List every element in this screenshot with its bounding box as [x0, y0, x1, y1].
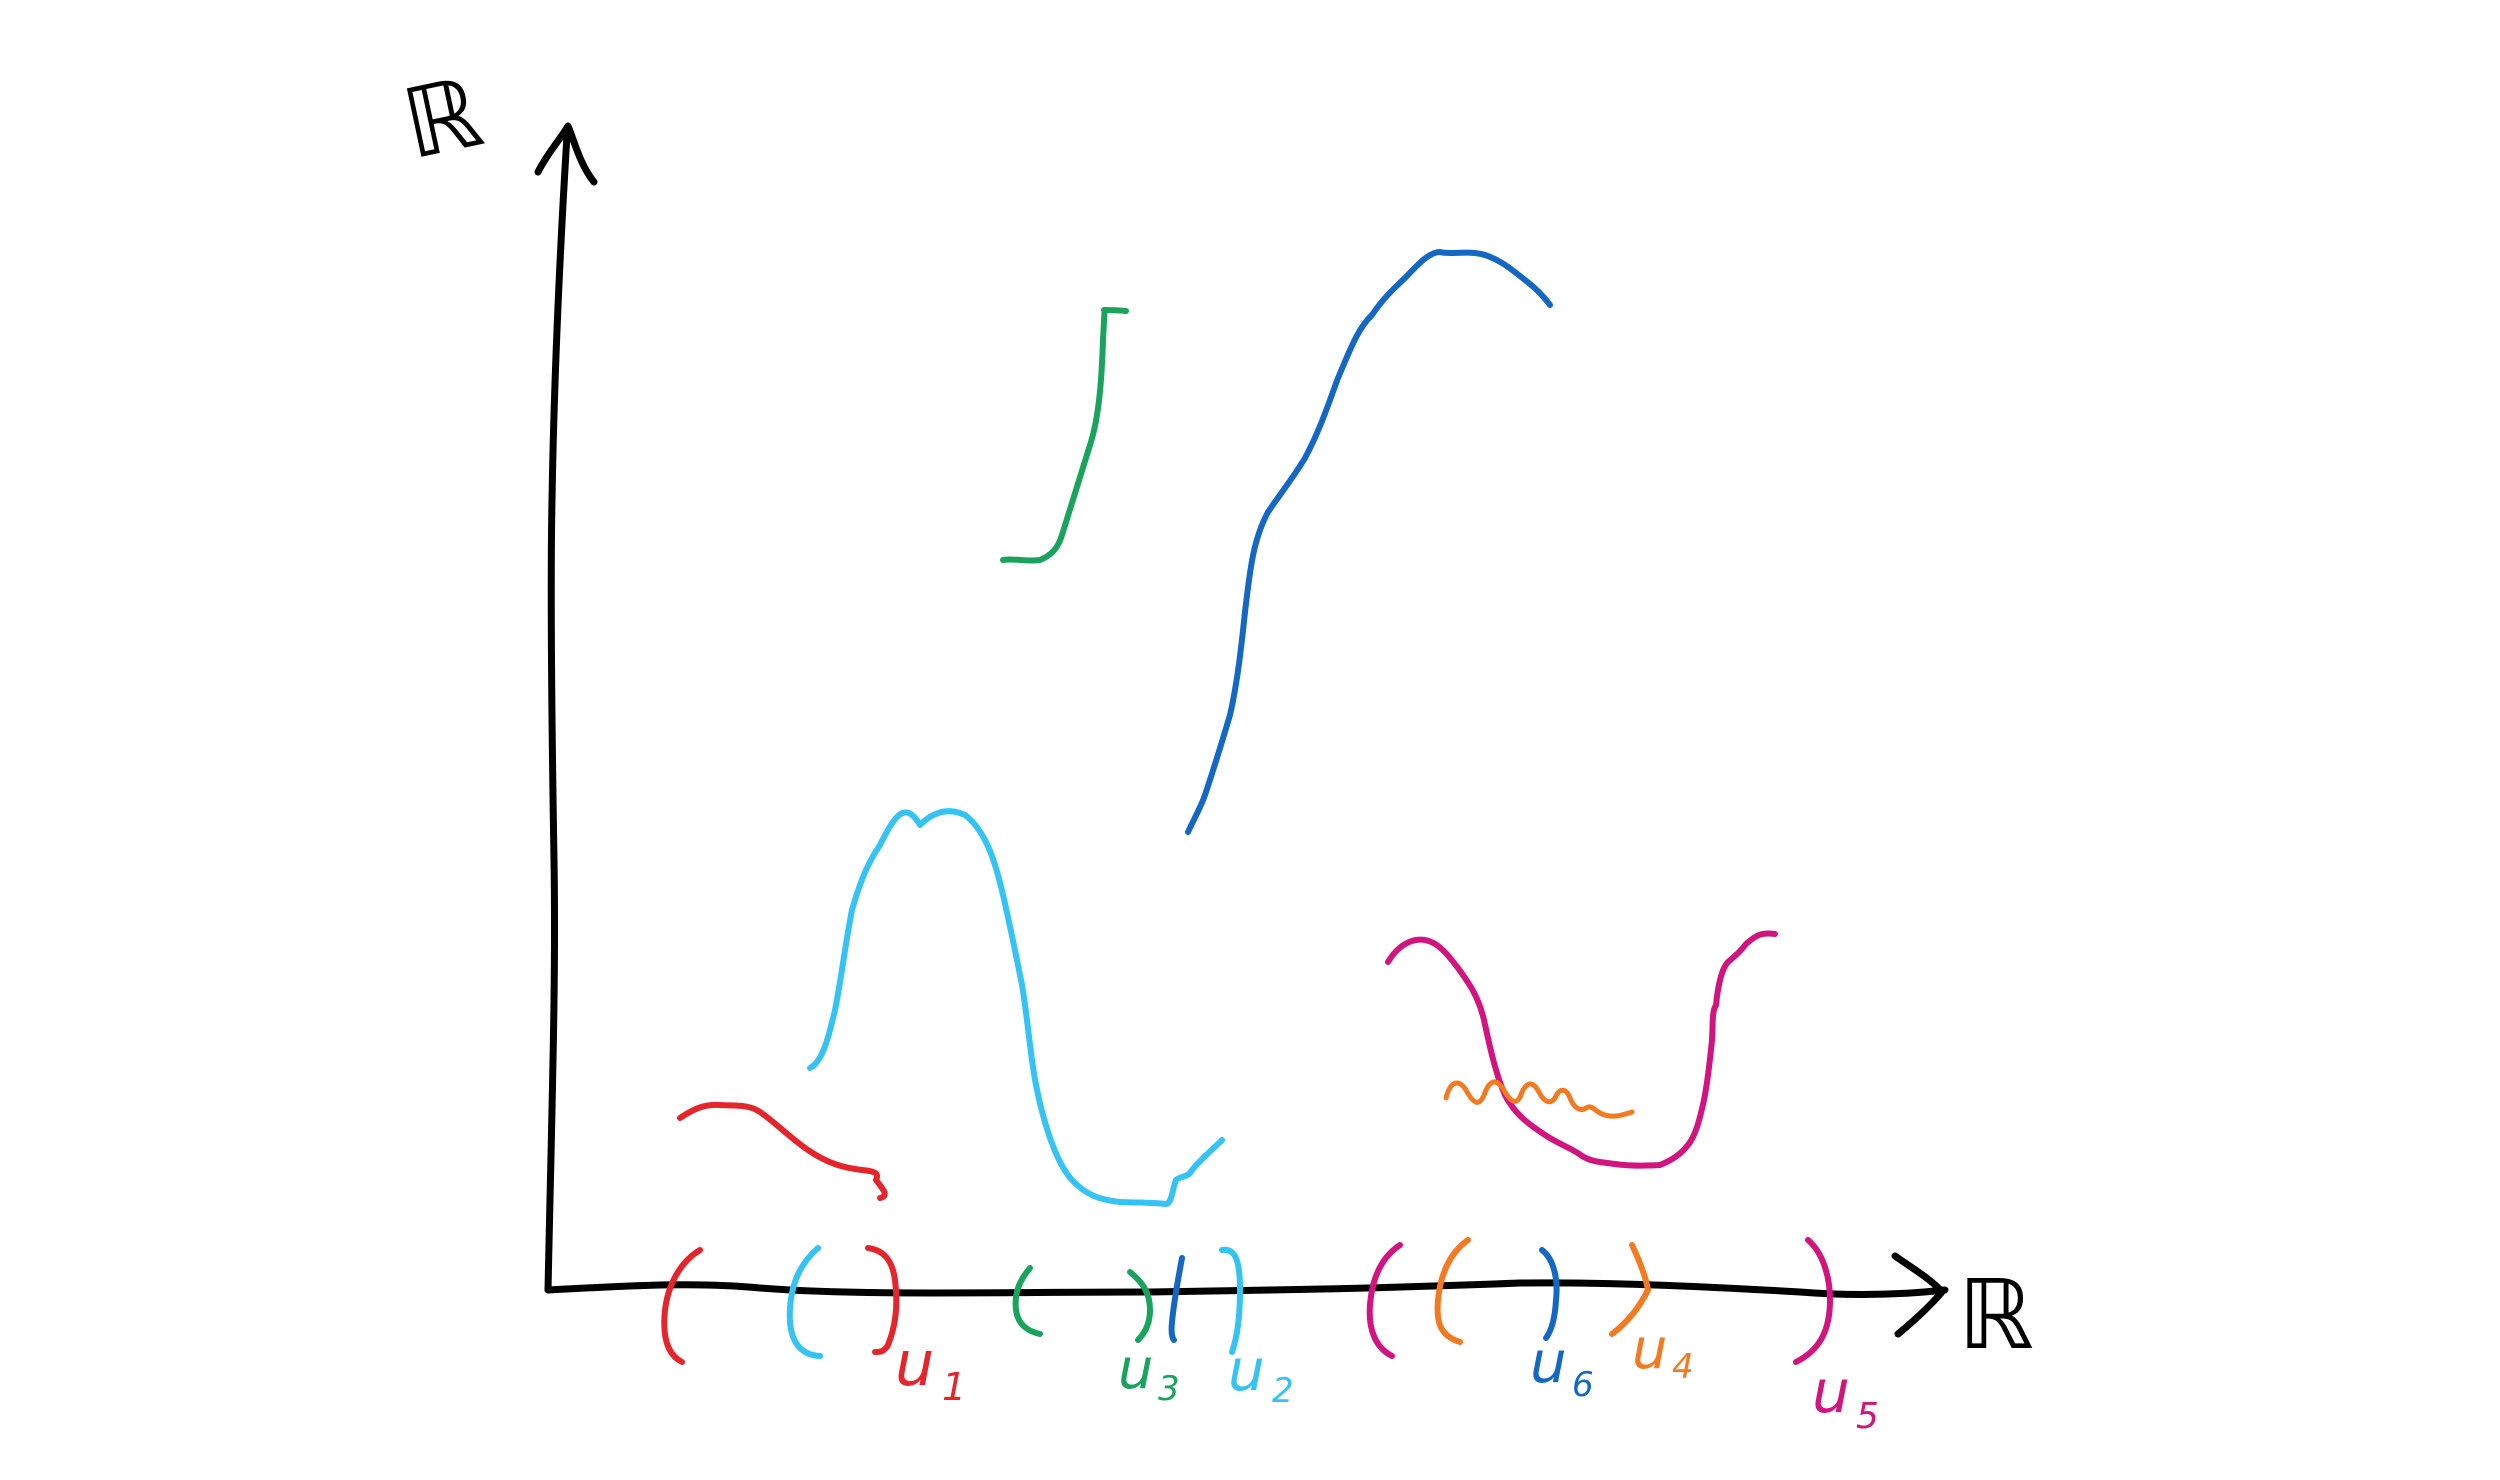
label-u2-letter: u	[1228, 1336, 1265, 1404]
interval-brackets	[661, 1237, 1833, 1365]
u6-left-bracket	[1168, 1255, 1185, 1343]
blue-curve	[1185, 249, 1553, 835]
label-u4-letter: u	[1632, 1317, 1668, 1382]
u5-left-bracket	[1366, 1242, 1403, 1359]
label-u2: u 2	[1228, 1336, 1294, 1411]
u1-left-bracket	[661, 1247, 703, 1365]
interval-labels: u 1 u 3 u 2 u 6 u 4 u 5	[895, 1317, 1879, 1437]
u5-right-bracket	[1793, 1237, 1833, 1365]
cyan-curve	[807, 808, 1225, 1207]
x-axis-arrowhead	[1891, 1252, 1946, 1338]
function-curves	[677, 249, 1778, 1207]
u4-right-bracket	[1609, 1242, 1651, 1337]
label-u3-letter: u	[1118, 1337, 1154, 1402]
label-u4: u 4	[1632, 1317, 1694, 1387]
x-axis-label: ℝ	[1958, 1259, 2034, 1371]
y-axis-line	[544, 131, 571, 1294]
orange-curve	[1443, 1079, 1635, 1119]
label-u6: u 6	[1530, 1328, 1594, 1405]
label-u3: u 3	[1118, 1337, 1180, 1409]
label-u5: u 5	[1812, 1357, 1879, 1437]
u3-right-bracket	[1127, 1269, 1153, 1343]
label-u6-letter: u	[1530, 1328, 1567, 1396]
label-u1: u 1	[895, 1327, 966, 1409]
label-u2-subscript: 2	[1272, 1371, 1294, 1411]
magenta-curve	[1385, 930, 1778, 1169]
label-u3-subscript: 3	[1158, 1369, 1180, 1409]
y-axis-arrowhead	[534, 122, 598, 186]
u2-right-bracket	[1219, 1246, 1243, 1355]
u2-left-bracket	[786, 1245, 823, 1359]
label-u1-subscript: 1	[942, 1365, 966, 1409]
x-axis-line	[544, 1279, 1949, 1298]
label-u6-subscript: 6	[1572, 1365, 1594, 1405]
red-curve	[677, 1101, 888, 1201]
u1-right-bracket	[865, 1245, 900, 1355]
axes: ℝ ℝ	[394, 56, 2034, 1371]
label-u4-subscript: 4	[1672, 1347, 1694, 1387]
u6-right-bracket	[1539, 1247, 1560, 1341]
label-u5-subscript: 5	[1856, 1396, 1879, 1437]
green-curve	[1000, 307, 1129, 564]
y-axis-label: ℝ	[394, 56, 492, 181]
u4-left-bracket	[1434, 1237, 1471, 1345]
label-u5-letter: u	[1812, 1357, 1850, 1427]
label-u1-letter: u	[895, 1327, 934, 1400]
u3-left-bracket	[1012, 1265, 1043, 1337]
